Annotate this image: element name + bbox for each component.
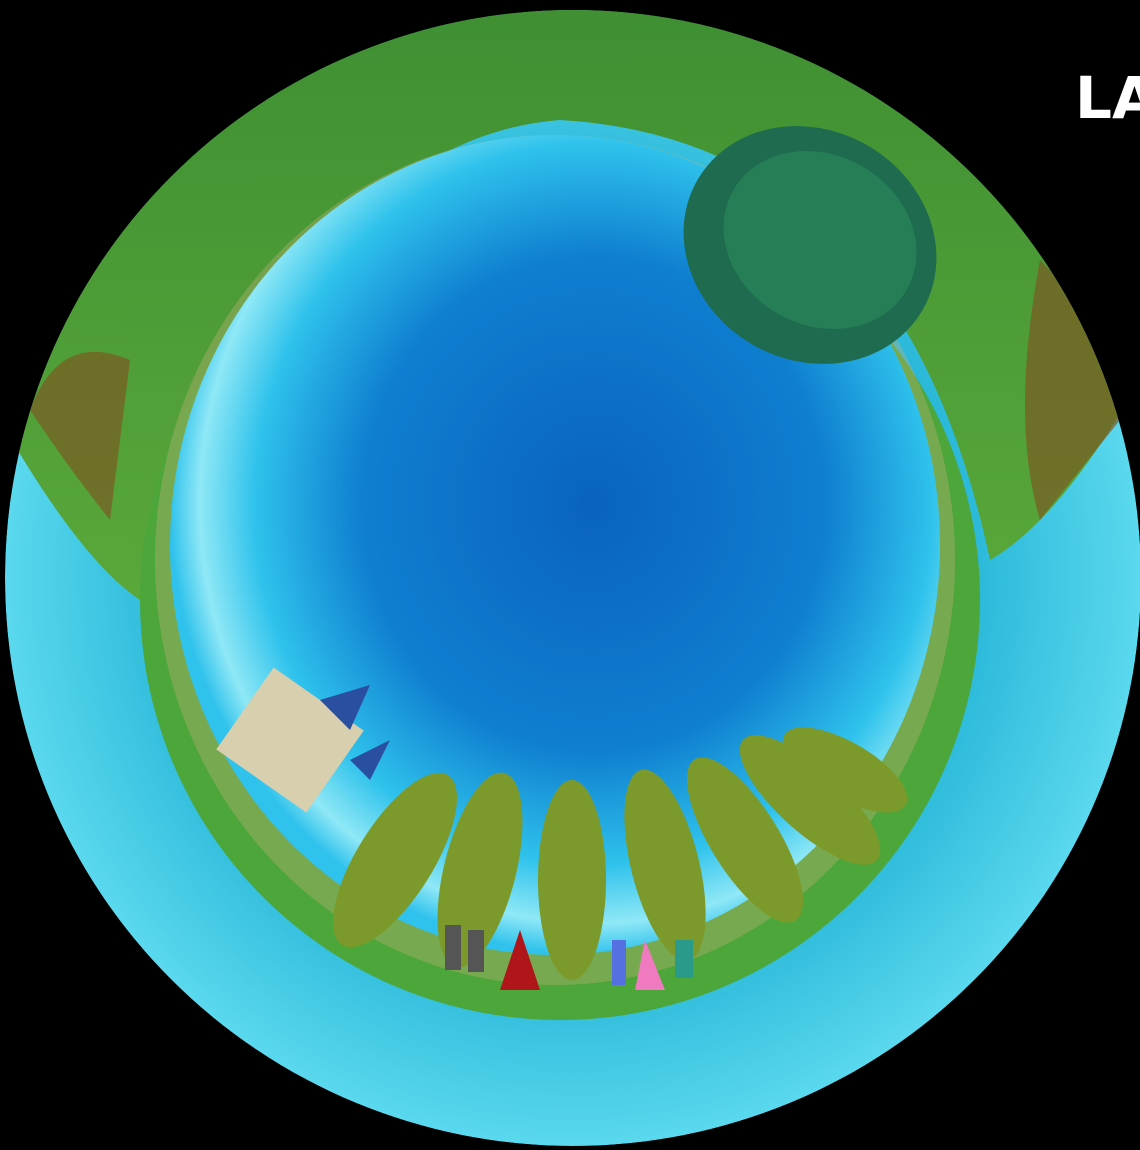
bush-highlight [723, 151, 917, 329]
castle-roof [320, 685, 370, 730]
title-fragment: LA [1075, 64, 1140, 132]
earth-left [30, 351, 130, 520]
earth-right [1025, 260, 1120, 520]
character [445, 925, 461, 970]
tree [739, 735, 881, 865]
characters [445, 925, 693, 990]
castle-wall [216, 667, 364, 813]
tree [332, 772, 458, 948]
tree [782, 727, 908, 813]
tree [538, 780, 606, 980]
tree [686, 757, 804, 923]
trees [332, 727, 908, 980]
castle [216, 667, 390, 813]
tree [437, 772, 523, 968]
character [635, 940, 665, 990]
character [675, 940, 693, 978]
character [500, 930, 540, 990]
character [612, 940, 626, 985]
tree [624, 769, 706, 961]
castle-roof [350, 740, 390, 780]
character [468, 930, 484, 972]
